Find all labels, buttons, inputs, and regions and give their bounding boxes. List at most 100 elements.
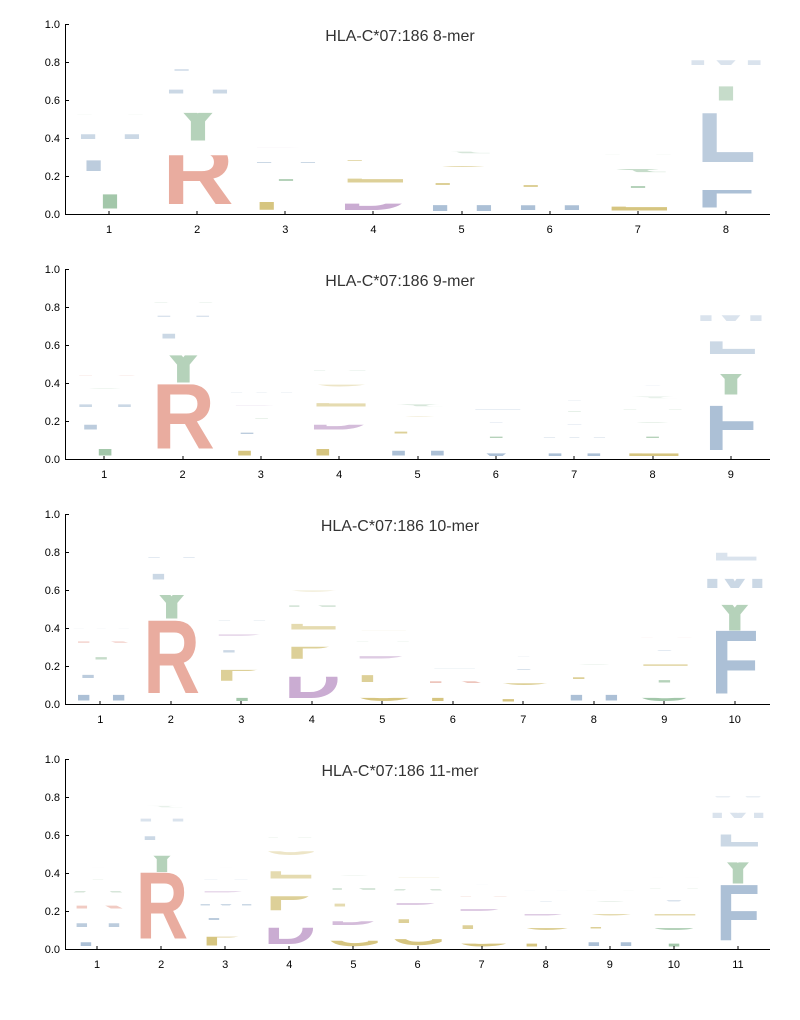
logo-letter: G (422, 166, 501, 169)
logo-letter: F (696, 406, 766, 459)
x-tick-label: 8 (543, 959, 549, 971)
y-tick-label: 0.2 (45, 906, 60, 918)
y-tick-label: 0.2 (45, 661, 60, 673)
logo-letter: F (210, 650, 273, 655)
logo-letter: S (70, 388, 140, 391)
x-tick-label: 5 (379, 714, 385, 726)
logo-letter: E (633, 664, 696, 668)
logo-letter: D (210, 634, 273, 638)
logo-letter: H (70, 695, 133, 704)
logo-letter: K (422, 681, 485, 685)
logo-column: ETSAQVL (617, 270, 687, 459)
x-tick-label: 6 (493, 469, 499, 481)
x-tick-label: 7 (479, 959, 485, 971)
x-axis: 1234567891011 (65, 950, 770, 975)
logo-letter: D (389, 903, 447, 907)
logo-letter: P (383, 432, 453, 436)
logo-letter: G (334, 146, 413, 148)
logo-column: PGDVH (517, 760, 575, 949)
logo-letter: V (633, 650, 696, 653)
logo-letter: H (517, 891, 575, 893)
x-tick-label: 1 (106, 224, 112, 236)
logo-column: PDEGN (305, 270, 375, 459)
logo-letter: E (351, 630, 414, 632)
logo-letter: L (686, 113, 765, 172)
y-tick-label: 0.0 (45, 209, 60, 221)
logo-letter: L (696, 341, 766, 359)
logo-letter: V (246, 98, 325, 99)
logo-letter: H (461, 390, 531, 391)
logo-letter: I (246, 105, 325, 106)
logo-letter: K (453, 896, 511, 898)
logo-letter: Y (226, 419, 296, 422)
logo-letter: K (633, 638, 696, 640)
x-tick-label: 3 (222, 959, 228, 971)
y-axis: 0.00.20.40.60.81.0 (20, 25, 65, 215)
x-tick-label: 1 (94, 959, 100, 971)
logo-letter: R (158, 155, 237, 214)
logo-column: ETQASKV (598, 25, 677, 214)
logo-letter: L (422, 668, 485, 670)
logo-letter: H (246, 162, 325, 165)
logo-letter: F (70, 161, 149, 177)
logo-letter: V (226, 373, 296, 374)
y-axis: 0.00.20.40.60.81.0 (20, 515, 65, 705)
logo-letter: Q (617, 397, 687, 399)
logo-letter: Y (246, 179, 325, 184)
logo-letter: Q (422, 152, 501, 154)
y-tick-label: 0.2 (45, 171, 60, 183)
logo-letter: T (492, 646, 555, 647)
x-axis: 123456789 (65, 460, 770, 485)
logo-letter: W (709, 797, 767, 800)
logo-letter: M (226, 393, 296, 395)
logo-letter: S (581, 901, 639, 903)
logo-letter: H (148, 316, 218, 319)
logo-letter: L (422, 141, 501, 142)
logo-letter: E (422, 132, 501, 133)
logo-column: HPGSA (581, 760, 639, 949)
logo-letter: A (148, 302, 218, 304)
logo-letter: A (645, 888, 703, 890)
logo-letter: D (305, 425, 375, 433)
logo-panel: HLA-C*07:186 10-mer0.00.20.40.60.81.0HFY… (20, 510, 780, 730)
logo-letter: D (517, 914, 575, 917)
x-tick-label: 7 (635, 224, 641, 236)
x-tick-label: 4 (309, 714, 315, 726)
logo-letter: A (598, 155, 677, 157)
logo-letter: R (70, 642, 133, 646)
logo-letter: V (598, 122, 677, 123)
logo-column: RYFHA (148, 270, 218, 459)
logo-letter: P (422, 183, 501, 188)
y-tick-label: 0.6 (45, 585, 60, 597)
logo-column: GPDAE (351, 515, 414, 704)
x-tick-label: 4 (336, 469, 342, 481)
logo-column: HPGQLET (422, 25, 501, 214)
logo-letter: A (351, 641, 414, 643)
logo-letter: I (70, 73, 149, 74)
logo-letter: G (581, 914, 639, 917)
logo-letter: P (510, 185, 589, 190)
logo-letter: A (617, 409, 687, 412)
y-tick-label: 1.0 (45, 509, 60, 521)
logo-letter: F (70, 425, 140, 433)
y-axis: 0.00.20.40.60.81.0 (20, 760, 65, 950)
x-axis: 12345678 (65, 215, 770, 240)
logo-letter: E (261, 872, 319, 883)
logo-letter: Y (696, 374, 766, 401)
logo-column: HPSAG (562, 515, 625, 704)
logo-letter: L (539, 390, 609, 391)
y-tick-label: 1.0 (45, 19, 60, 31)
logo-column: GPDKV (453, 760, 511, 949)
logo-column: FLYM (686, 25, 765, 214)
logo-letter: P (389, 920, 447, 927)
logo-letter: F (709, 882, 767, 949)
logo-letter: E (305, 403, 375, 410)
logo-letter: P (197, 936, 255, 949)
logo-letter: A (70, 618, 133, 619)
logo-panel: HLA-C*07:186 8-mer0.00.20.40.60.81.0YFHA… (20, 20, 780, 240)
logo-letter: S (645, 928, 703, 932)
logo-column: RYFHW (140, 515, 203, 704)
logo-letter: Y (70, 658, 133, 663)
logo-letter: P (334, 160, 413, 163)
logo-letter: R (148, 384, 218, 459)
